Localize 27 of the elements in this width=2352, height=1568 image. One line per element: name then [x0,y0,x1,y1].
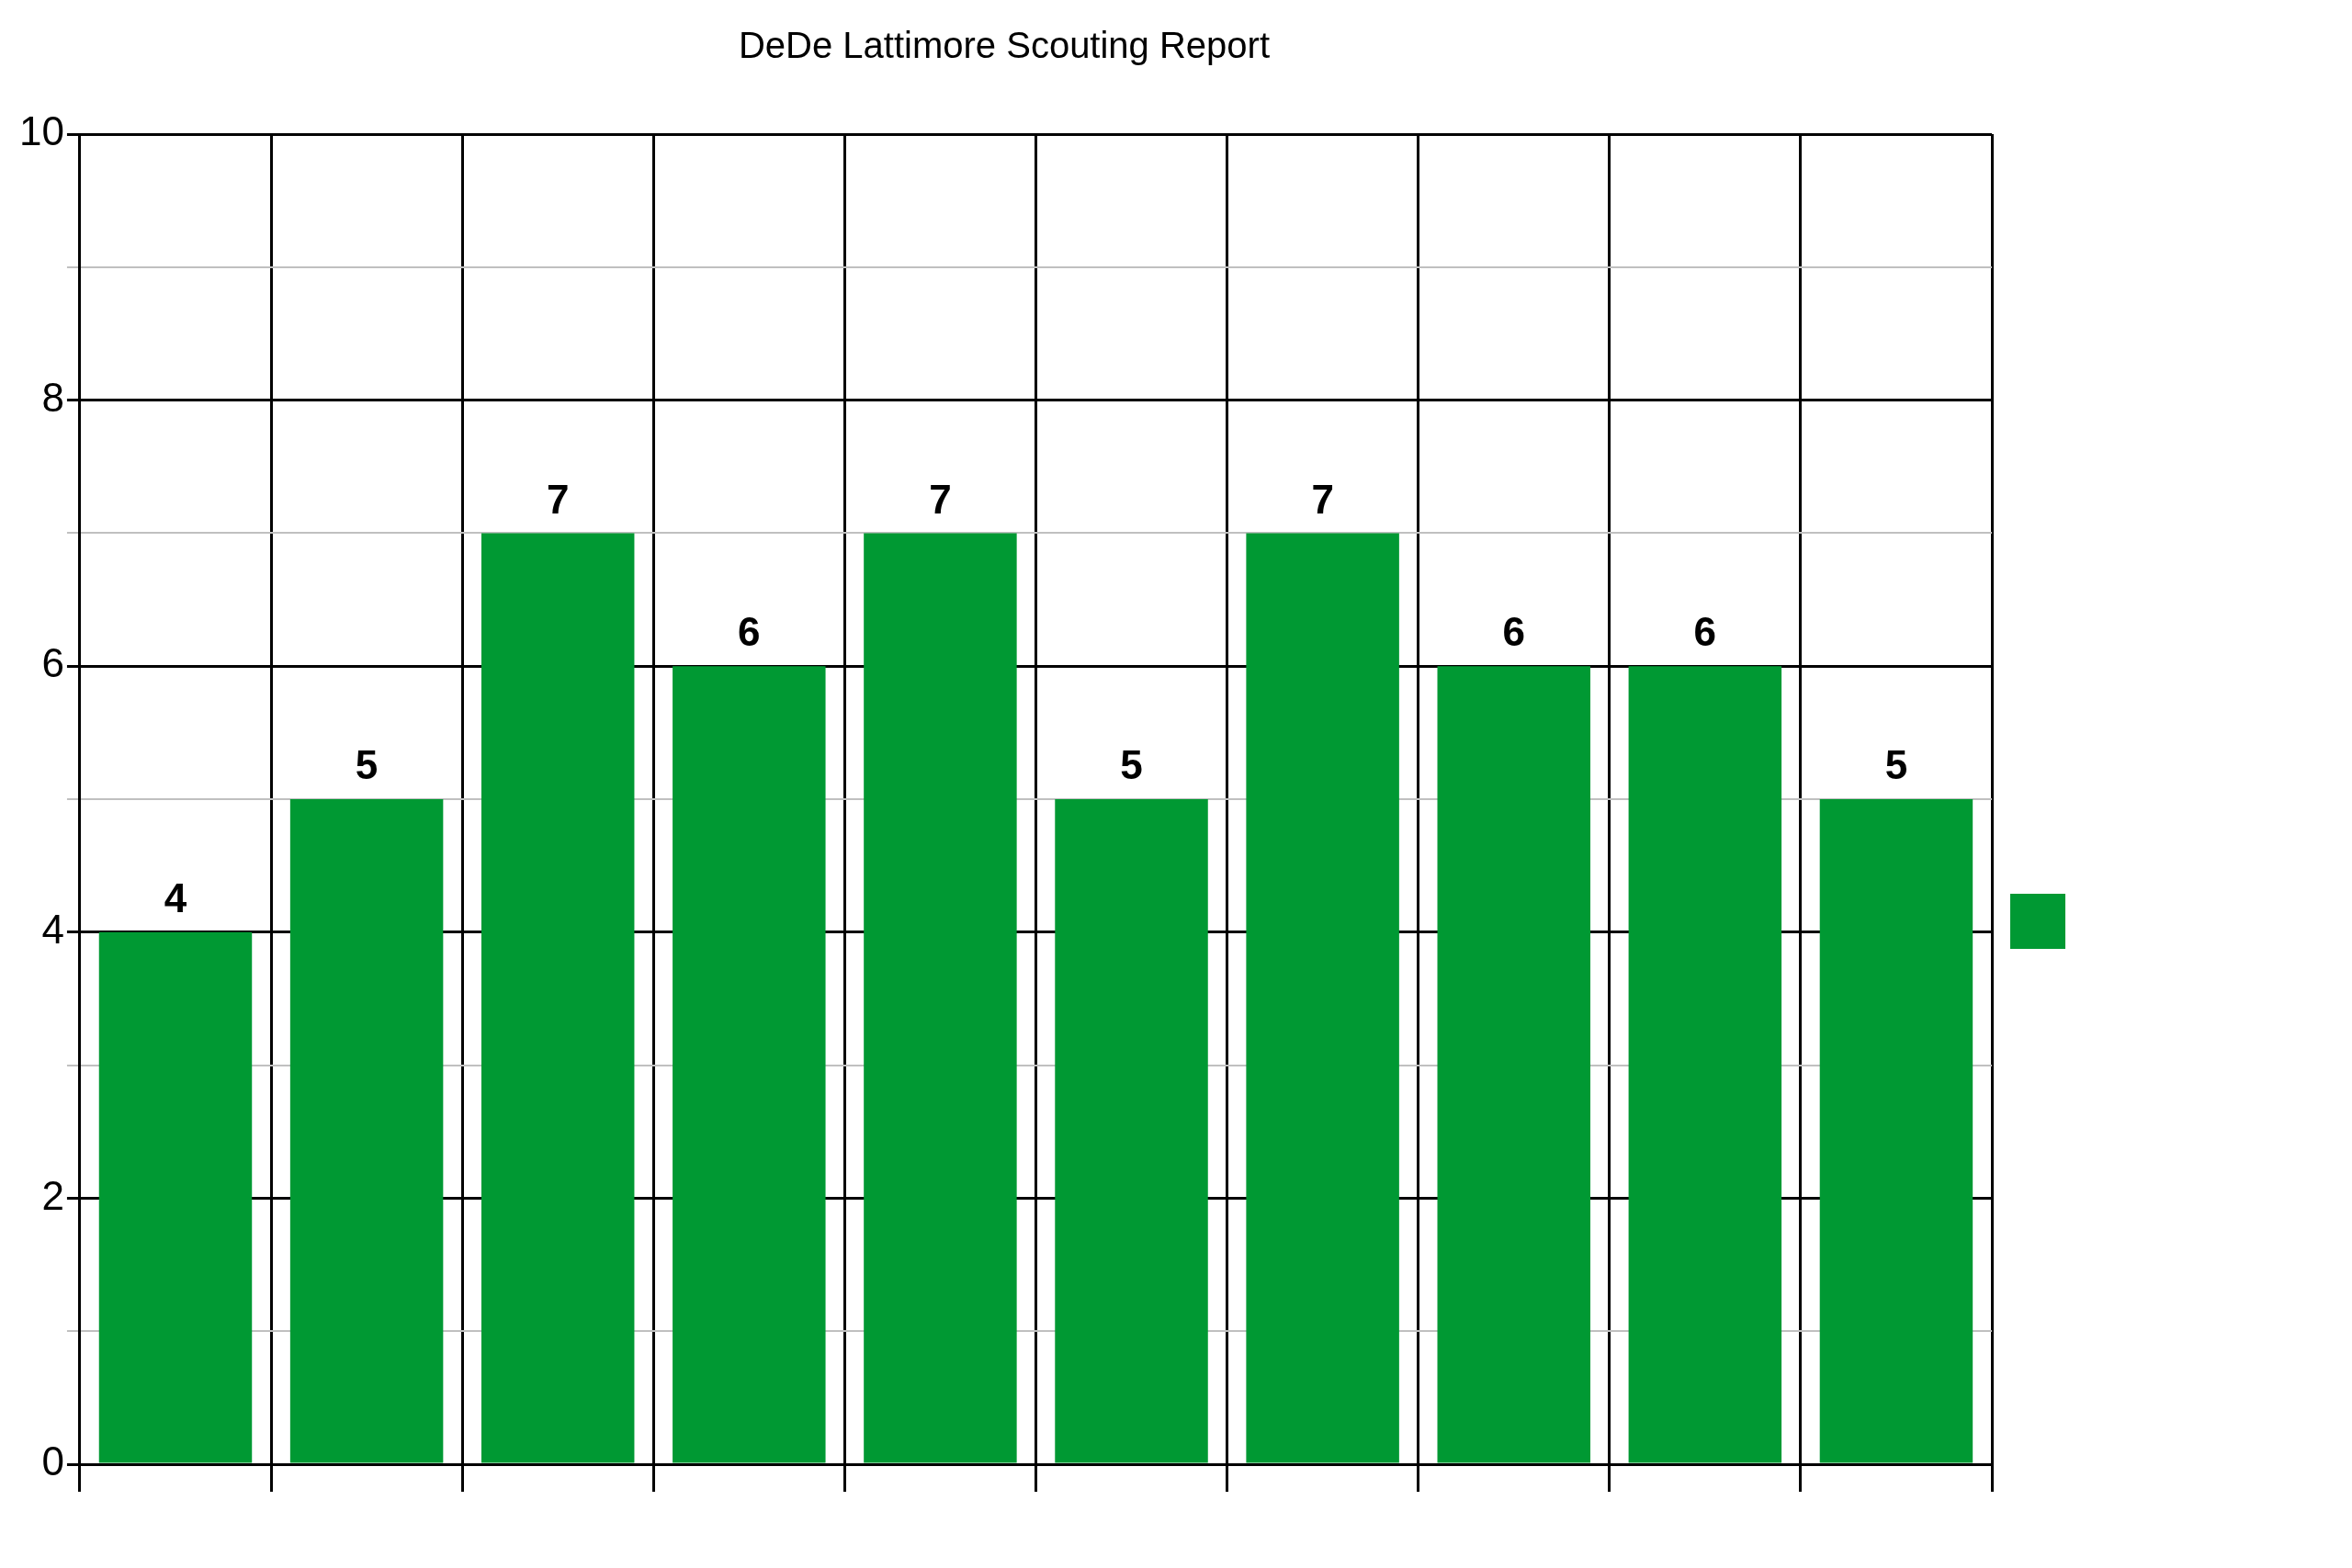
bar [1437,666,1590,1463]
data-label: 7 [1311,476,1334,522]
y-tick-label: 2 [41,1172,64,1218]
data-label: 5 [1884,742,1908,788]
data-label: 5 [355,742,379,788]
data-label: 6 [1502,609,1525,655]
data-label: 6 [738,609,761,655]
bar [673,666,826,1463]
bar [289,799,444,1463]
bar [98,931,253,1463]
data-label: 6 [1693,609,1717,655]
bar [1628,666,1782,1463]
data-label: 5 [1120,742,1143,788]
data-label: 7 [546,476,570,522]
data-label: 7 [929,476,952,522]
y-tick-label: 6 [41,640,64,686]
bar [1055,799,1208,1463]
data-label: 4 [164,874,187,920]
y-tick-label: 10 [18,108,64,154]
y-tick-label: 8 [41,374,64,420]
chart-title: DeDe Lattimore Scouting Report [738,25,1271,66]
bar [1819,799,1973,1463]
bar [481,533,635,1463]
y-tick-label: 0 [41,1438,64,1484]
bar [1246,533,1399,1463]
y-tick-label: 4 [41,906,64,952]
bar [864,533,1017,1463]
